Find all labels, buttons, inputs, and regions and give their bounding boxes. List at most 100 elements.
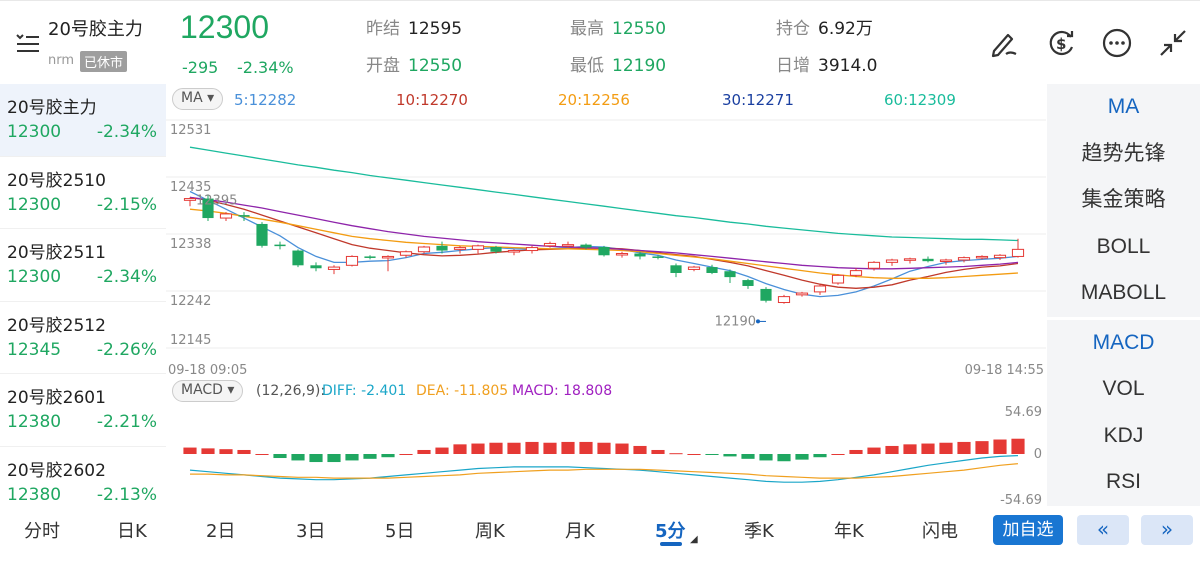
tab-flash[interactable]: 闪电 <box>922 521 958 542</box>
macd-bar <box>453 444 467 454</box>
collapse-icon[interactable] <box>1157 27 1189 59</box>
tab-weekly-k[interactable]: 周K <box>475 521 505 542</box>
candle-body <box>903 258 917 261</box>
candle-body <box>219 213 233 219</box>
ma10-line <box>189 196 1019 289</box>
candle <box>525 245 539 254</box>
candle-body <box>993 254 1007 259</box>
stat-daily-change: 日增 3914.0 <box>776 51 877 76</box>
candle-body <box>399 251 413 256</box>
macd-chart[interactable]: 54.69 0 -54.69 <box>166 402 1046 508</box>
candle <box>831 274 845 285</box>
indicator-vol[interactable]: VOL <box>1102 377 1145 400</box>
indicator-macd[interactable]: MACD <box>1092 330 1155 354</box>
indicator-boll[interactable]: BOLL <box>1096 234 1151 258</box>
macd-bar <box>507 442 521 454</box>
macd-bar <box>1011 438 1025 454</box>
candle <box>939 258 953 265</box>
add-to-watchlist-button[interactable]: 加自选 <box>993 515 1063 545</box>
candle <box>777 294 791 304</box>
candle <box>202 194 214 222</box>
indicator-jijin-strategy[interactable]: 集金策略 <box>1081 188 1166 211</box>
candlestick-chart[interactable]: 12531 12435 12338 12242 12145 09-18 09:05 09-1… <box>166 112 1046 378</box>
macd-y-tick-label: -54.69 <box>1000 493 1042 508</box>
candle-body <box>849 270 863 276</box>
stat-value: 12550 <box>408 56 463 76</box>
candle <box>867 261 881 271</box>
candle <box>903 257 917 264</box>
macd-bar <box>183 447 197 454</box>
macd-bar <box>615 443 629 454</box>
more-icon[interactable] <box>1101 27 1133 59</box>
tab-quarterly-k[interactable]: 季K <box>744 521 774 542</box>
macd-bar <box>831 454 845 455</box>
indicator-kdj[interactable]: KDJ <box>1103 423 1144 447</box>
macd-params: (12,26,9): <box>256 383 326 399</box>
candle-body <box>292 250 304 266</box>
contract-item[interactable]: 20号胶2511 12300 -2.34% <box>0 229 166 302</box>
candle-body <box>615 252 629 256</box>
candle-body <box>975 255 989 259</box>
chart-area[interactable]: MA ▾ 5:12282 10:12270 20:12256 30:12271 … <box>166 84 1046 512</box>
instrument-name[interactable]: 20号胶主力 <box>48 19 143 40</box>
candle <box>724 269 736 284</box>
y-tick-label: 12145 <box>170 333 211 348</box>
candle <box>615 251 629 258</box>
tab-daily-k[interactable]: 日K <box>117 521 147 542</box>
tab-monthly-k[interactable]: 月K <box>565 521 595 542</box>
candle <box>760 287 772 303</box>
contract-item[interactable]: 20号胶2601 12380 -2.21% <box>0 374 166 447</box>
ma5-line <box>189 190 1019 298</box>
tab-5day[interactable]: 5日 <box>385 521 415 542</box>
dollar-refresh-icon[interactable]: $ <box>1045 27 1077 59</box>
instrument-code: nrm <box>48 53 75 68</box>
low-marker-dot <box>756 319 760 324</box>
candle-body <box>310 265 322 269</box>
candle <box>687 265 701 272</box>
candle-body <box>471 245 485 250</box>
macd-bar <box>219 449 233 454</box>
indicator-trend-pioneer[interactable]: 趋势先锋 <box>1081 141 1166 165</box>
tab-intraday[interactable]: 分时 <box>24 521 60 542</box>
x-start-label: 09-18 09:05 <box>168 363 247 378</box>
stat-label: 日增 <box>776 56 810 76</box>
ma-selector[interactable]: MA ▾ <box>172 88 224 110</box>
contract-item[interactable]: 20号胶2510 12300 -2.15% <box>0 157 166 229</box>
prev-button[interactable]: « <box>1077 515 1129 545</box>
macd-bar <box>273 454 287 459</box>
candle-body <box>561 244 575 247</box>
contract-item[interactable]: 20号胶主力 12300 -2.34% <box>0 84 166 157</box>
candle <box>1011 238 1025 258</box>
tab-5min[interactable]: 5分 <box>655 521 686 542</box>
tab-yearly-k[interactable]: 年K <box>834 521 864 542</box>
macd-bar <box>381 454 395 458</box>
change-absolute: -295 <box>182 58 219 77</box>
menu-icon[interactable] <box>14 31 42 55</box>
macd-selector[interactable]: MACD ▾ <box>172 380 244 402</box>
contract-item[interactable]: 20号胶2602 12380 -2.13% <box>0 447 166 513</box>
draw-pen-icon[interactable] <box>988 27 1020 59</box>
macd-legend: MACD ▾ (12,26,9): DIFF: -2.401 DEA: -11.… <box>170 380 1046 402</box>
candle <box>183 197 197 207</box>
candle-body <box>742 280 754 286</box>
candle <box>310 262 322 272</box>
candle <box>417 245 431 254</box>
indicator-ma[interactable]: MA <box>1107 95 1140 118</box>
contract-item[interactable]: 20号胶2512 12345 -2.26% <box>0 302 166 374</box>
tab-3day[interactable]: 3日 <box>296 521 326 542</box>
change-percent: -2.34% <box>237 58 294 77</box>
indicator-maboll[interactable]: MABOLL <box>1080 281 1167 304</box>
contract-price: 12380 <box>7 412 62 432</box>
candle-body <box>795 292 809 296</box>
macd-bar <box>993 439 1007 454</box>
next-button[interactable]: » <box>1141 515 1193 545</box>
candle <box>975 255 989 260</box>
contract-name: 20号胶2512 <box>7 315 106 336</box>
stat-value: 12550 <box>612 19 667 39</box>
indicator-rsi[interactable]: RSI <box>1105 470 1141 493</box>
contract-change: -2.34% <box>96 122 157 142</box>
tab-2day[interactable]: 2日 <box>206 521 236 542</box>
candle <box>436 241 448 254</box>
candle-body <box>634 253 646 257</box>
stat-value: 3914.0 <box>818 56 878 76</box>
